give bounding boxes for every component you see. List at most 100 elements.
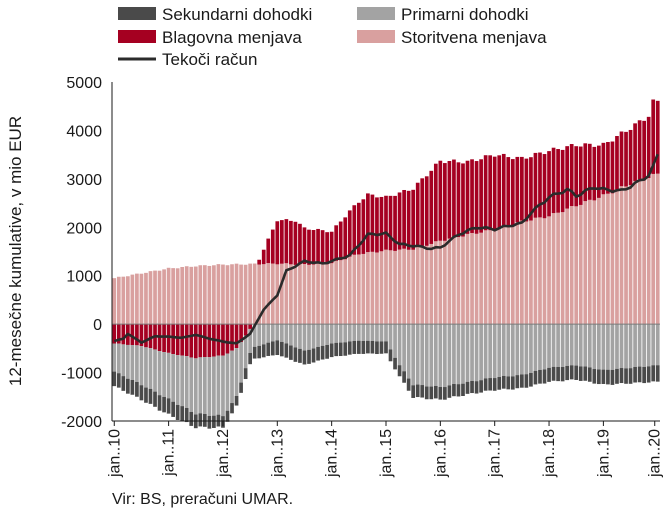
bar-storitvena-menjava-4 bbox=[130, 274, 135, 325]
bar-blagovna-menjava-25 bbox=[225, 324, 230, 354]
y-tick-label--1000: -1000 bbox=[61, 366, 102, 383]
bar-storitvena-menjava-23 bbox=[216, 264, 221, 325]
bar-primarni-dohodki-48 bbox=[329, 324, 334, 344]
bar-storitvena-menjava-89 bbox=[515, 222, 520, 325]
bar-blagovna-menjava-115 bbox=[633, 123, 637, 181]
bar-primarni-dohodki-95 bbox=[542, 324, 547, 370]
bar-storitvena-menjava-107 bbox=[597, 197, 601, 325]
bar-sekundarni-dohodki-67 bbox=[415, 384, 420, 398]
bar-storitvena-menjava-61 bbox=[388, 250, 393, 325]
bar-sekundarni-dohodki-109 bbox=[606, 369, 610, 385]
bar-storitvena-menjava-76 bbox=[456, 237, 461, 325]
bar-sekundarni-dohodki-52 bbox=[347, 341, 352, 355]
bar-storitvena-menjava-65 bbox=[406, 249, 411, 325]
bar-storitvena-menjava-57 bbox=[370, 251, 375, 325]
bar-blagovna-menjava-76 bbox=[456, 162, 461, 238]
bar-blagovna-menjava-114 bbox=[628, 129, 633, 186]
bar-storitvena-menjava-12 bbox=[166, 267, 171, 325]
bar-primarni-dohodki-110 bbox=[610, 324, 615, 370]
bar-primarni-dohodki-120 bbox=[655, 324, 660, 366]
bar-primarni-dohodki-35 bbox=[270, 324, 275, 342]
bar-sekundarni-dohodki-40 bbox=[293, 347, 298, 362]
bar-sekundarni-dohodki-42 bbox=[302, 350, 307, 365]
bar-storitvena-menjava-77 bbox=[461, 236, 465, 325]
bar-storitvena-menjava-120 bbox=[655, 173, 660, 325]
bar-sekundarni-dohodki-21 bbox=[207, 415, 212, 429]
bar-blagovna-menjava-119 bbox=[651, 99, 656, 174]
bar-storitvena-menjava-2 bbox=[121, 276, 126, 325]
bar-storitvena-menjava-60 bbox=[384, 249, 388, 325]
legend-label-primarni: Primarni dohodki bbox=[401, 5, 529, 24]
bar-blagovna-menjava-113 bbox=[624, 131, 628, 187]
bar-blagovna-menjava-36 bbox=[275, 221, 280, 265]
y-axis-label: 12-mesečne kumulative, v mio EUR bbox=[6, 116, 25, 386]
bar-primarni-dohodki-102 bbox=[574, 324, 579, 366]
bar-sekundarni-dohodki-19 bbox=[198, 413, 203, 427]
bar-blagovna-menjava-67 bbox=[415, 182, 420, 248]
bar-blagovna-menjava-40 bbox=[293, 221, 298, 265]
bar-blagovna-menjava-29 bbox=[243, 324, 248, 336]
bar-blagovna-menjava-20 bbox=[202, 324, 207, 358]
bar-primarni-dohodki-64 bbox=[402, 324, 406, 372]
bar-sekundarni-dohodki-101 bbox=[569, 365, 574, 380]
bar-primarni-dohodki-85 bbox=[497, 324, 502, 378]
bar-primarni-dohodki-6 bbox=[139, 346, 144, 386]
bar-sekundarni-dohodki-58 bbox=[375, 341, 379, 355]
bar-sekundarni-dohodki-117 bbox=[642, 366, 646, 384]
bar-primarni-dohodki-14 bbox=[175, 355, 180, 405]
bar-storitvena-menjava-35 bbox=[270, 263, 275, 325]
bar-storitvena-menjava-75 bbox=[452, 236, 456, 325]
bar-primarni-dohodki-69 bbox=[424, 324, 429, 387]
bar-storitvena-menjava-118 bbox=[646, 178, 651, 325]
bar-storitvena-menjava-42 bbox=[302, 264, 307, 325]
bar-blagovna-menjava-17 bbox=[189, 324, 194, 358]
bar-sekundarni-dohodki-91 bbox=[524, 374, 529, 388]
bar-storitvena-menjava-94 bbox=[538, 217, 542, 325]
legend-swatch-primarni bbox=[357, 7, 395, 20]
bar-primarni-dohodki-91 bbox=[524, 324, 529, 375]
bar-primarni-dohodki-115 bbox=[633, 324, 637, 367]
bar-storitvena-menjava-112 bbox=[619, 186, 624, 325]
bar-sekundarni-dohodki-85 bbox=[497, 377, 502, 390]
bar-blagovna-menjava-21 bbox=[207, 324, 212, 358]
bar-sekundarni-dohodki-112 bbox=[619, 368, 624, 384]
bar-primarni-dohodki-76 bbox=[456, 324, 461, 385]
bar-primarni-dohodki-82 bbox=[483, 324, 488, 379]
bar-sekundarni-dohodki-49 bbox=[334, 342, 339, 357]
bar-blagovna-menjava-92 bbox=[529, 157, 533, 221]
bar-blagovna-menjava-94 bbox=[538, 152, 542, 218]
bar-blagovna-menjava-88 bbox=[510, 159, 515, 226]
bar-primarni-dohodki-53 bbox=[352, 324, 357, 341]
bar-primarni-dohodki-103 bbox=[578, 324, 583, 367]
bar-sekundarni-dohodki-116 bbox=[637, 366, 642, 383]
bar-primarni-dohodki-5 bbox=[135, 345, 139, 382]
bar-primarni-dohodki-71 bbox=[433, 324, 438, 386]
bar-blagovna-menjava-82 bbox=[483, 155, 488, 231]
bar-primarni-dohodki-88 bbox=[510, 324, 515, 377]
bar-storitvena-menjava-43 bbox=[307, 264, 311, 325]
legend-label-sekundarni: Sekundarni dohodki bbox=[162, 5, 312, 24]
bar-sekundarni-dohodki-102 bbox=[574, 365, 579, 380]
bar-storitvena-menjava-100 bbox=[565, 208, 570, 325]
bar-storitvena-menjava-49 bbox=[334, 260, 339, 325]
bar-primarni-dohodki-20 bbox=[202, 357, 207, 414]
bar-blagovna-menjava-8 bbox=[148, 324, 153, 349]
bar-blagovna-menjava-68 bbox=[420, 178, 425, 246]
bar-sekundarni-dohodki-55 bbox=[361, 340, 366, 354]
bar-storitvena-menjava-10 bbox=[157, 270, 162, 325]
x-axis-ticks: jan..10 jan..11 jan..12 jan..13 jan..14 jan..… bbox=[106, 421, 664, 478]
bar-storitvena-menjava-50 bbox=[338, 260, 343, 325]
bar-sekundarni-dohodki-119 bbox=[651, 365, 656, 382]
x-tick-label-5: jan..15 bbox=[378, 429, 395, 478]
bar-primarni-dohodki-92 bbox=[529, 324, 533, 373]
bar-sekundarni-dohodki-6 bbox=[139, 385, 144, 401]
bar-storitvena-menjava-21 bbox=[207, 265, 212, 325]
bar-storitvena-menjava-47 bbox=[325, 264, 329, 325]
bar-storitvena-menjava-67 bbox=[415, 247, 420, 325]
bar-blagovna-menjava-53 bbox=[352, 205, 357, 255]
bar-primarni-dohodki-32 bbox=[257, 324, 262, 346]
bar-blagovna-menjava-49 bbox=[334, 225, 339, 261]
bar-storitvena-menjava-104 bbox=[583, 201, 588, 325]
bar-storitvena-menjava-79 bbox=[470, 232, 474, 325]
bar-storitvena-menjava-87 bbox=[506, 225, 511, 325]
